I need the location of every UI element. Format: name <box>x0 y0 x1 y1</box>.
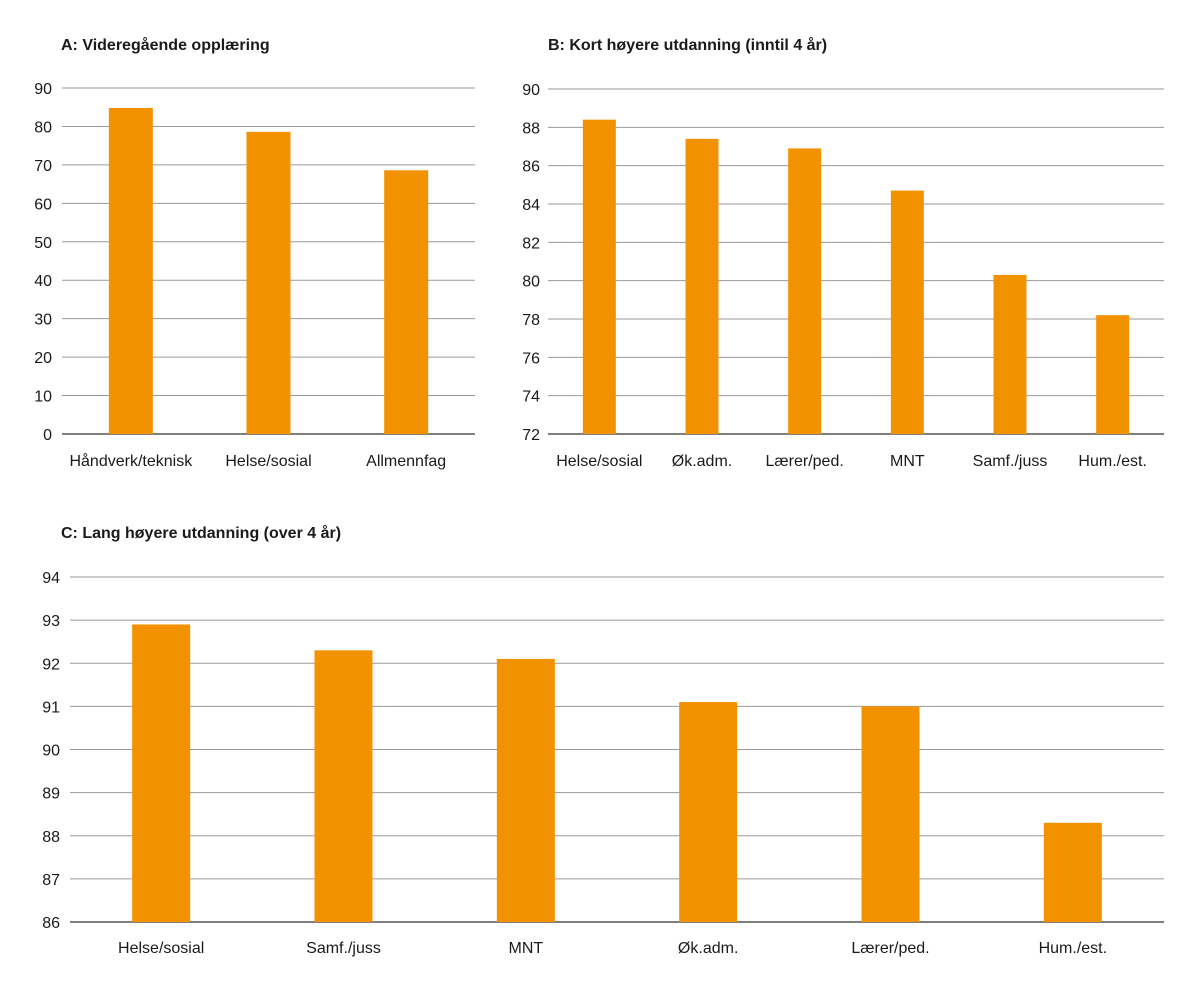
y-tick-label-a: 40 <box>34 273 52 290</box>
x-tick-label-a: Helse/sosial <box>225 453 311 470</box>
y-tick-label-b: 74 <box>522 389 540 406</box>
bar-c <box>314 650 373 922</box>
y-tick-label-a: 80 <box>34 119 52 136</box>
y-tick-label-c: 92 <box>42 656 60 673</box>
y-tick-label-c: 90 <box>42 743 60 760</box>
y-tick-label-a: 20 <box>34 350 52 367</box>
y-tick-label-c: 87 <box>42 872 60 889</box>
chart-a-title: A: Videregående opplæring <box>61 37 270 54</box>
x-tick-label-c: Hum./est. <box>1039 940 1107 957</box>
x-tick-label-a: Håndverk/teknisk <box>69 452 193 470</box>
bar-b <box>993 274 1027 434</box>
y-tick-label-b: 88 <box>522 120 540 137</box>
y-tick-label-a: 60 <box>34 196 52 213</box>
y-tick-label-a: 30 <box>34 312 52 329</box>
bar-b <box>582 119 616 435</box>
chart-b-title: B: Kort høyere utdanning (inntil 4 år) <box>548 37 828 54</box>
y-tick-label-b: 76 <box>522 350 540 367</box>
x-tick-label-c: Samf./juss <box>306 940 381 957</box>
y-tick-label-b: 90 <box>522 82 540 99</box>
x-tick-label-b: Helse/sosial <box>556 453 642 470</box>
x-tick-label-c: Lærer/ped. <box>851 940 929 957</box>
y-tick-label-a: 70 <box>34 158 52 175</box>
bar-b <box>685 138 719 435</box>
chart-c-title: C: Lang høyere utdanning (over 4 år) <box>61 525 342 542</box>
y-tick-label-b: 78 <box>522 312 540 329</box>
x-tick-label-b: Hum./est. <box>1078 453 1146 470</box>
y-tick-label-c: 94 <box>42 570 60 587</box>
y-tick-label-c: 89 <box>42 786 60 803</box>
bar-c <box>132 624 191 922</box>
y-tick-label-c: 93 <box>42 613 60 630</box>
x-tick-label-b: Lærer/ped. <box>766 453 844 470</box>
x-tick-label-b: Øk.adm. <box>672 453 732 470</box>
y-tick-label-c: 91 <box>42 699 60 716</box>
bar-b <box>890 190 924 434</box>
x-tick-label-b: MNT <box>890 453 925 470</box>
y-tick-label-b: 84 <box>522 197 540 214</box>
bar-b <box>788 148 822 434</box>
y-tick-label-b: 86 <box>522 159 540 176</box>
bar-a <box>246 131 291 434</box>
x-tick-label-c: Helse/sosial <box>118 940 204 957</box>
bar-a <box>108 107 153 434</box>
y-tick-label-a: 90 <box>34 81 52 98</box>
x-tick-label-c: Øk.adm. <box>678 940 738 957</box>
x-tick-label-a: Allmennfag <box>366 453 446 470</box>
y-tick-label-b: 82 <box>522 235 540 252</box>
y-tick-label-c: 86 <box>42 915 60 932</box>
y-tick-label-b: 72 <box>522 427 540 444</box>
y-tick-label-b: 80 <box>522 274 540 291</box>
bar-a <box>384 170 429 434</box>
bar-c <box>861 706 920 922</box>
y-tick-label-a: 0 <box>43 427 52 444</box>
x-tick-label-b: Samf./juss <box>973 453 1048 470</box>
bar-c <box>679 702 738 922</box>
y-tick-label-c: 88 <box>42 829 60 846</box>
x-tick-label-c: MNT <box>509 940 544 957</box>
bar-c <box>496 658 555 922</box>
bar-c <box>1043 822 1102 922</box>
y-tick-label-a: 50 <box>34 235 52 252</box>
y-tick-label-a: 10 <box>34 389 52 406</box>
bar-b <box>1096 315 1130 434</box>
